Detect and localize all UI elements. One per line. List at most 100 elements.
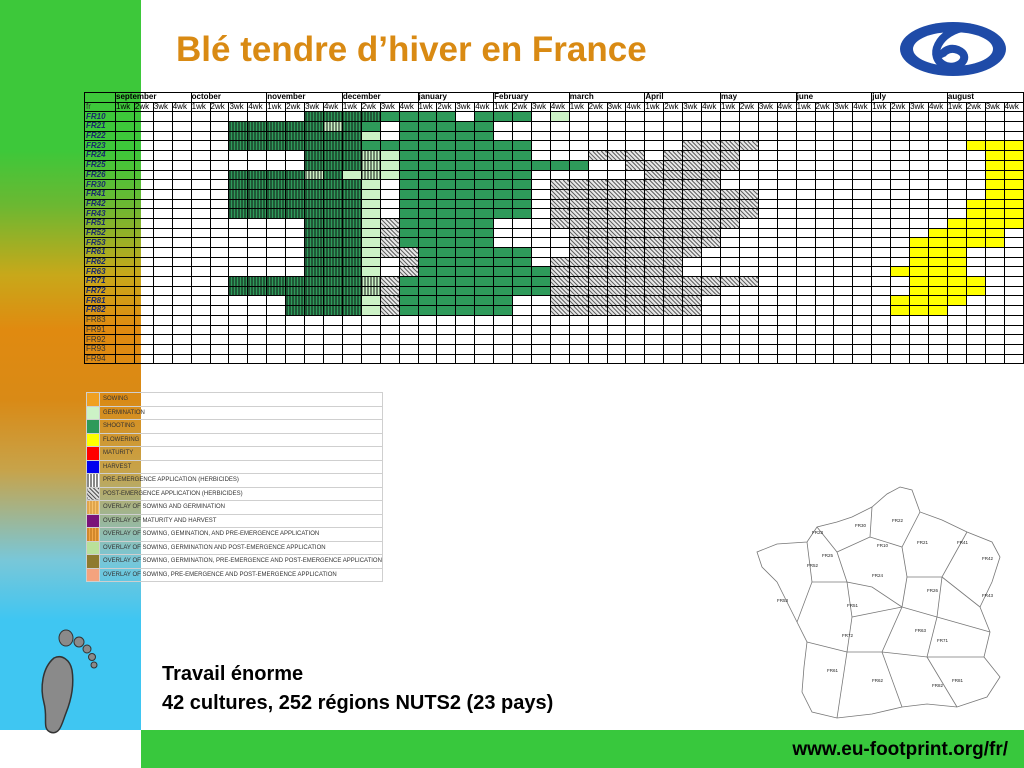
calendar-cell xyxy=(190,198,211,210)
calendar-cell xyxy=(720,111,740,123)
calendar-cell xyxy=(871,305,892,316)
calendar-cell xyxy=(814,159,835,171)
calendar-cell xyxy=(946,159,967,171)
calendar-cell xyxy=(152,208,173,219)
calendar-cell xyxy=(115,305,135,316)
calendar-cell xyxy=(606,188,627,200)
calendar-cell xyxy=(909,198,929,210)
calendar-cell xyxy=(266,121,287,132)
calendar-cell xyxy=(115,159,135,171)
calendar-cell xyxy=(965,130,986,142)
calendar-cell xyxy=(606,140,627,152)
calendar-cell xyxy=(360,121,381,132)
calendar-cell xyxy=(266,198,287,210)
calendar-cell xyxy=(379,130,400,142)
calendar-cell xyxy=(266,169,287,181)
calendar-cell xyxy=(795,179,816,190)
calendar-cell xyxy=(133,295,154,307)
calendar-cell xyxy=(493,295,514,307)
calendar-cell xyxy=(682,169,703,181)
calendar-cell xyxy=(322,111,343,123)
calendar-cell xyxy=(984,188,1005,200)
month-header: june xyxy=(795,92,873,103)
month-header: july xyxy=(871,92,948,103)
week-header: 1wk xyxy=(946,101,967,113)
calendar-cell xyxy=(549,208,570,219)
calendar-cell xyxy=(984,256,1005,268)
calendar-cell xyxy=(436,179,457,190)
calendar-cell xyxy=(738,169,759,181)
calendar-cell xyxy=(171,159,192,171)
calendar-cell xyxy=(266,208,287,219)
calendar-cell xyxy=(663,314,684,326)
calendar-cell xyxy=(247,227,268,239)
map-outline xyxy=(756,486,1001,719)
calendar-cell xyxy=(512,256,532,268)
calendar-cell xyxy=(530,266,551,278)
calendar-cell xyxy=(568,121,589,132)
calendar-cell xyxy=(1003,169,1024,181)
calendar-cell xyxy=(398,217,419,229)
month-header: April xyxy=(644,92,721,103)
calendar-cell xyxy=(814,343,835,355)
calendar-cell xyxy=(417,130,438,142)
week-header: 1wk xyxy=(795,101,816,113)
legend-label: HARVEST xyxy=(99,459,383,474)
calendar-cell xyxy=(322,285,343,297)
calendar-cell xyxy=(436,247,457,258)
calendar-cell xyxy=(738,179,759,190)
calendar-cell xyxy=(682,150,703,161)
calendar-cell xyxy=(946,247,967,258)
calendar-cell xyxy=(644,130,665,142)
calendar-cell xyxy=(322,198,343,210)
calendar-cell xyxy=(946,266,967,278)
calendar-cell xyxy=(776,285,797,297)
calendar-cell xyxy=(946,111,967,123)
footer-url-link[interactable]: www.eu-footprint.org/fr/ xyxy=(792,739,1008,760)
calendar-cell xyxy=(568,179,589,190)
calendar-cell xyxy=(927,324,948,336)
calendar-cell xyxy=(398,159,419,171)
calendar-cell xyxy=(360,295,381,307)
calendar-cell xyxy=(833,130,854,142)
calendar-cell xyxy=(285,314,306,326)
calendar-cell xyxy=(285,227,306,239)
calendar-cell xyxy=(530,353,551,365)
calendar-cell xyxy=(1003,121,1024,132)
calendar-cell xyxy=(530,208,551,219)
calendar-cell xyxy=(720,179,740,190)
calendar-cell xyxy=(625,198,646,210)
calendar-cell xyxy=(436,150,457,161)
calendar-cell xyxy=(171,217,192,229)
map-region-label: FR26 xyxy=(927,588,939,593)
calendar-cell xyxy=(738,266,759,278)
calendar-cell xyxy=(890,295,911,307)
calendar-cell xyxy=(965,217,986,229)
calendar-cell xyxy=(776,324,797,336)
week-header: 2wk xyxy=(209,101,230,113)
calendar-cell xyxy=(360,111,381,123)
legend-row: OVERLAY OF SOWING, PRE-EMERGENCE AND POS… xyxy=(86,567,383,582)
calendar-cell xyxy=(701,343,721,355)
calendar-cell xyxy=(417,237,438,248)
calendar-cell xyxy=(360,314,381,326)
legend-label: SHOOTING xyxy=(99,419,383,434)
calendar-cell xyxy=(133,198,154,210)
calendar-cell xyxy=(474,169,495,181)
legend-swatch xyxy=(86,405,100,420)
month-header: december xyxy=(341,92,419,103)
calendar-cell xyxy=(587,150,608,161)
calendar-cell xyxy=(512,266,532,278)
calendar-cell xyxy=(209,276,230,287)
calendar-cell xyxy=(720,150,740,161)
calendar-cell xyxy=(606,324,627,336)
calendar-cell xyxy=(304,334,324,345)
corner-cell xyxy=(84,92,116,103)
region-label: FR61 xyxy=(84,247,116,258)
calendar-cell xyxy=(776,314,797,326)
calendar-cell xyxy=(1003,285,1024,297)
calendar-cell xyxy=(946,334,967,345)
legend-label: OVERLAY OF SOWING, GERMINATION AND POST-… xyxy=(99,540,383,555)
calendar-cell xyxy=(663,256,684,268)
calendar-cell xyxy=(360,188,381,200)
